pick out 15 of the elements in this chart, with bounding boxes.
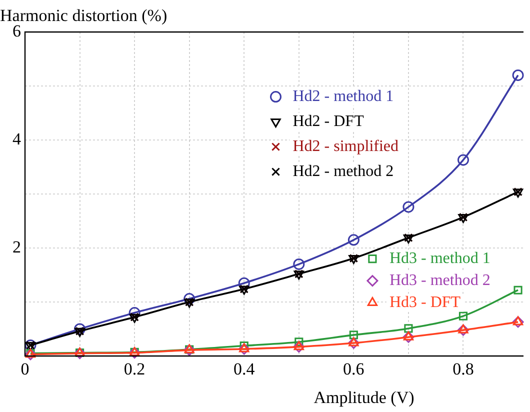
- legend-label: Hd2 - DFT: [292, 113, 364, 130]
- legend-label: Hd2 - method 2: [292, 163, 394, 180]
- x-axis-title: Amplitude (V): [314, 388, 414, 407]
- legend-label: Hd2 - method 1: [292, 88, 394, 106]
- x-tick-label: 0.2: [124, 360, 146, 379]
- x-tick-label: 0.4: [233, 360, 256, 379]
- y-tick-label: 4: [12, 129, 22, 148]
- x-tick-label: 0.6: [343, 360, 364, 379]
- y-tick-label: 2: [12, 237, 21, 256]
- x-tick-label: 0: [20, 360, 30, 379]
- x-tick-label: 0.8: [452, 360, 474, 379]
- legend-label: Hd3 - method 1: [389, 250, 490, 268]
- legend-label: Hd2 - simplified: [292, 138, 399, 156]
- legend-label: Hd3 - DFT: [389, 294, 461, 312]
- legend-label: Hd3 - method 2: [389, 272, 490, 290]
